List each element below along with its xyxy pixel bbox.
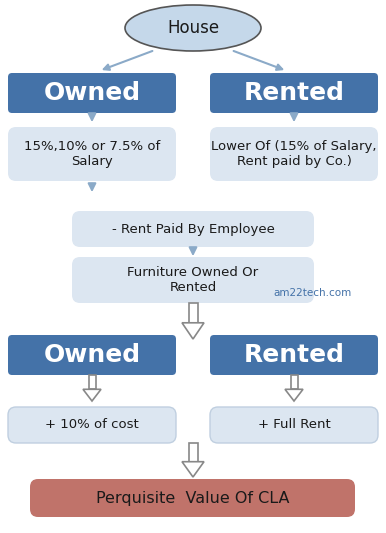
FancyBboxPatch shape — [72, 257, 314, 303]
Text: Lower Of (15% of Salary,
Rent paid by Co.): Lower Of (15% of Salary, Rent paid by Co… — [211, 140, 377, 168]
Polygon shape — [182, 462, 204, 477]
Text: Furniture Owned Or
Rented: Furniture Owned Or Rented — [127, 266, 259, 294]
Polygon shape — [285, 389, 303, 401]
Text: Owned: Owned — [44, 343, 141, 367]
FancyBboxPatch shape — [210, 127, 378, 181]
Text: 15%,10% or 7.5% of
Salary: 15%,10% or 7.5% of Salary — [24, 140, 160, 168]
Text: Rented: Rented — [244, 343, 344, 367]
Polygon shape — [182, 323, 204, 339]
Polygon shape — [188, 303, 198, 323]
Text: + Full Rent: + Full Rent — [257, 418, 330, 432]
FancyBboxPatch shape — [8, 73, 176, 113]
Text: + 10% of cost: + 10% of cost — [45, 418, 139, 432]
FancyBboxPatch shape — [8, 335, 176, 375]
FancyBboxPatch shape — [210, 335, 378, 375]
FancyBboxPatch shape — [8, 407, 176, 443]
FancyBboxPatch shape — [210, 407, 378, 443]
Text: Perquisite  Value Of CLA: Perquisite Value Of CLA — [96, 490, 289, 505]
Polygon shape — [88, 375, 95, 389]
FancyBboxPatch shape — [8, 127, 176, 181]
Text: - Rent Paid By Employee: - Rent Paid By Employee — [112, 222, 274, 236]
FancyBboxPatch shape — [30, 479, 355, 517]
Text: Owned: Owned — [44, 81, 141, 105]
Text: Rented: Rented — [244, 81, 344, 105]
FancyBboxPatch shape — [210, 73, 378, 113]
Ellipse shape — [125, 5, 261, 51]
Polygon shape — [83, 389, 101, 401]
Polygon shape — [291, 375, 298, 389]
Text: House: House — [167, 19, 219, 37]
Polygon shape — [188, 443, 198, 462]
Text: am22tech.com: am22tech.com — [274, 288, 352, 298]
FancyBboxPatch shape — [72, 211, 314, 247]
